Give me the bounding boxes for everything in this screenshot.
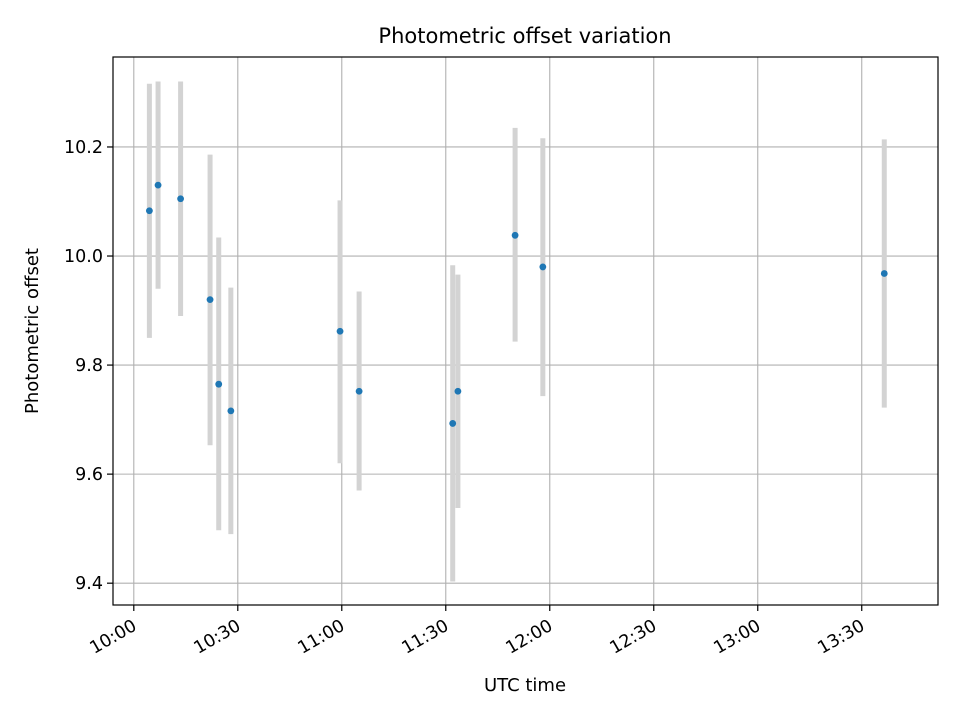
y-tick-label: 9.6 bbox=[75, 465, 103, 485]
data-point bbox=[880, 270, 888, 277]
data-point bbox=[449, 420, 457, 427]
y-tick-label: 10.2 bbox=[64, 138, 103, 158]
data-point bbox=[145, 207, 153, 215]
point-layer bbox=[145, 181, 888, 427]
y-axis-label: Photometric offset bbox=[22, 248, 43, 414]
data-point bbox=[511, 231, 519, 239]
data-point bbox=[454, 387, 462, 395]
y-tick-label: 9.4 bbox=[75, 574, 103, 594]
data-point bbox=[336, 327, 344, 335]
data-point bbox=[227, 407, 235, 415]
plot-frame bbox=[112, 56, 939, 606]
data-point bbox=[539, 263, 547, 271]
data-point bbox=[177, 195, 184, 203]
x-axis-label: UTC time bbox=[484, 675, 566, 696]
data-point bbox=[355, 387, 363, 395]
grid-layer bbox=[113, 57, 938, 605]
y-tick-label: 9.8 bbox=[75, 356, 103, 376]
data-point bbox=[215, 380, 223, 388]
y-tick-label: 10.0 bbox=[64, 247, 103, 267]
data-point bbox=[206, 296, 214, 304]
data-point bbox=[154, 181, 162, 189]
chart-title: Photometric offset variation bbox=[378, 24, 671, 48]
